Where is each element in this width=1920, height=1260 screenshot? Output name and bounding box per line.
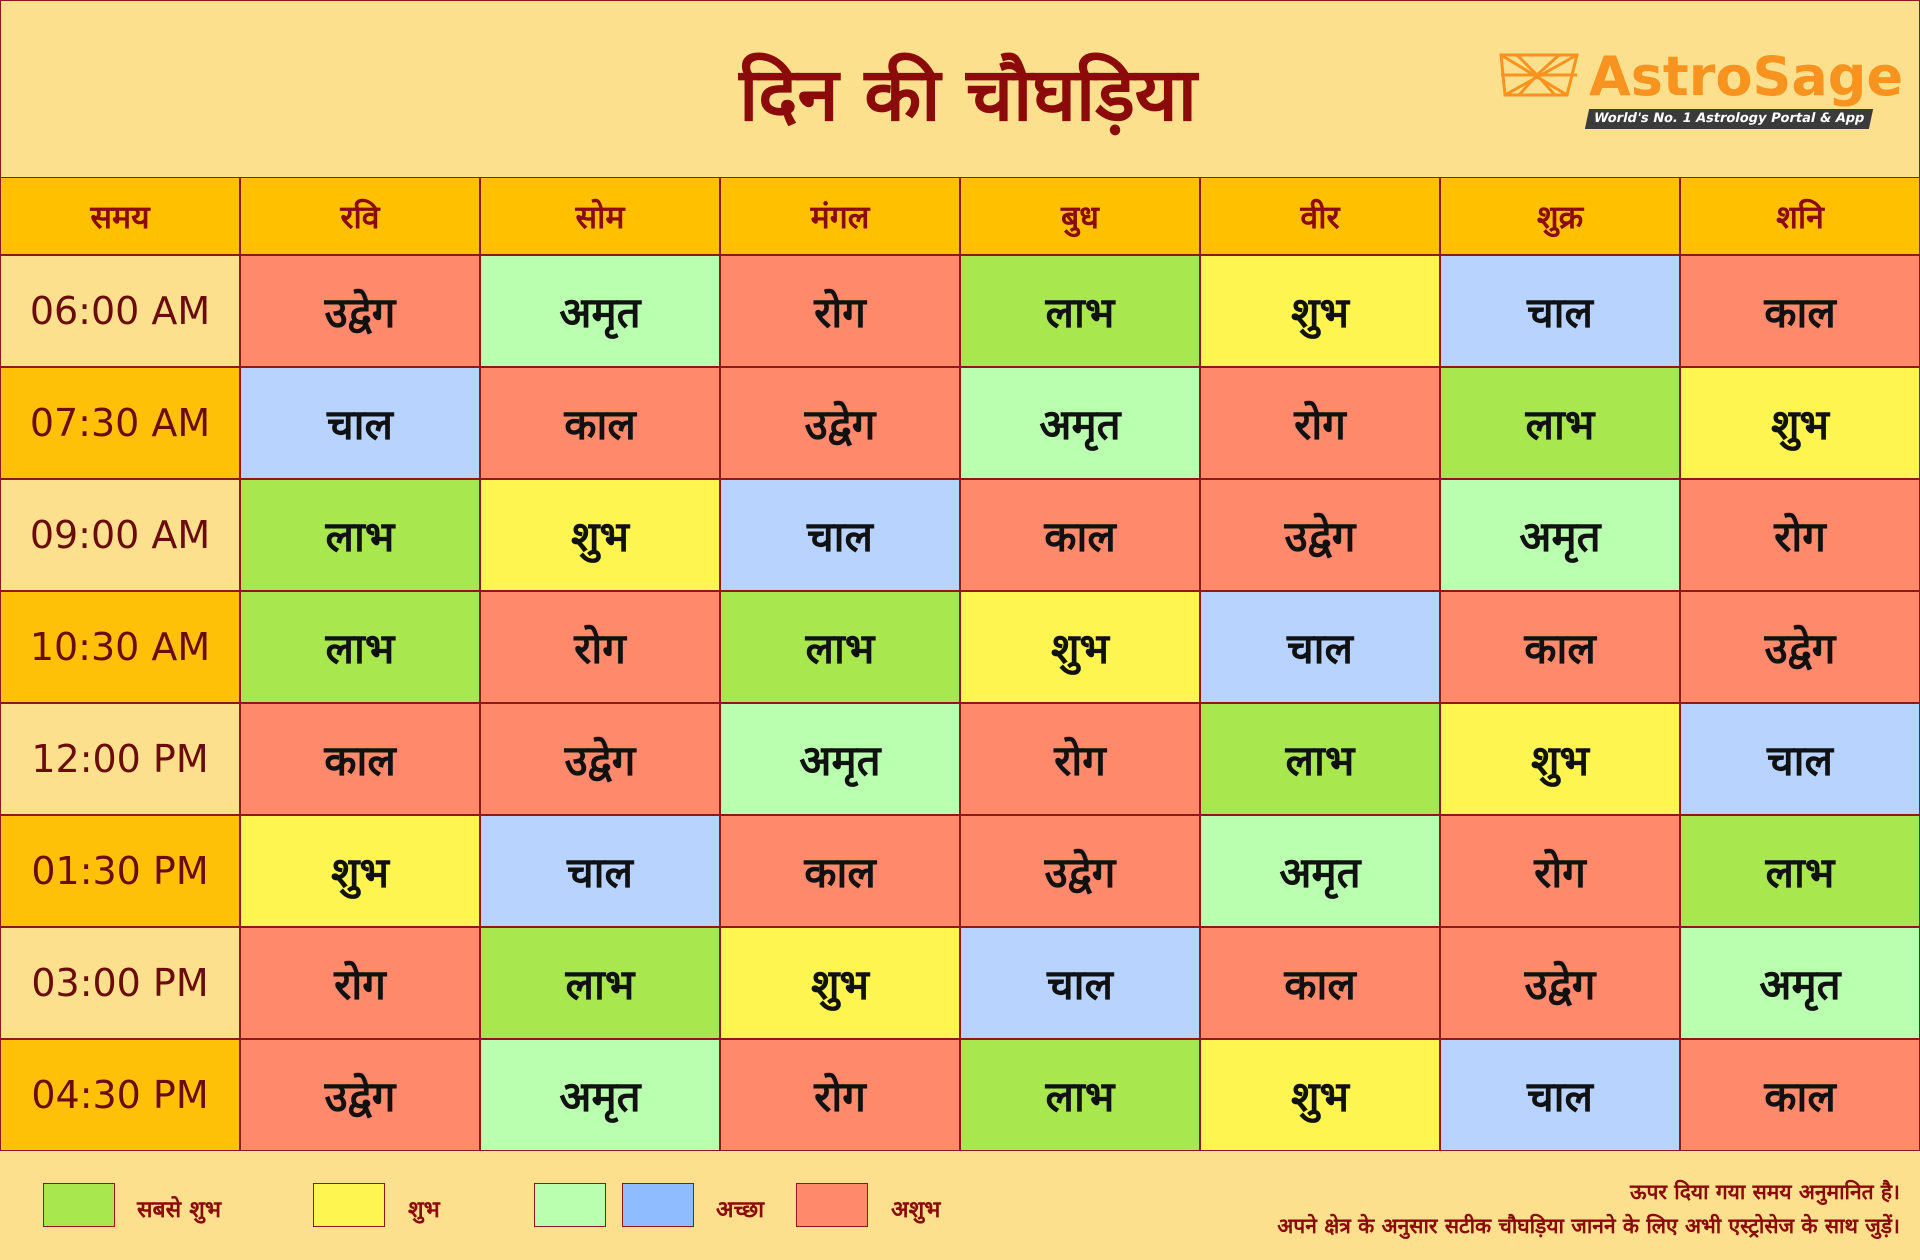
cell: लाभ <box>1440 367 1680 479</box>
cell: अमृत <box>1200 815 1440 927</box>
cell: लाभ <box>240 479 480 591</box>
cell: लाभ <box>480 927 720 1039</box>
legend-label: सबसे शुभ <box>137 1197 222 1223</box>
cell: चाल <box>1680 703 1920 815</box>
logo-icon <box>1499 53 1579 97</box>
legend-swatch <box>43 1183 115 1227</box>
time-cell: 06:00 AM <box>0 255 240 367</box>
cell: काल <box>1680 255 1920 367</box>
brand: AstroSage <box>1589 45 1904 108</box>
legend-label: शुभ <box>408 1197 440 1223</box>
table: समय रवि सोम मंगल बुध वीर शुक्र शनि 06:00 AM उद्वे… <box>0 177 1920 1151</box>
cell: शुभ <box>1200 255 1440 367</box>
cell: काल <box>960 479 1200 591</box>
cell: शुभ <box>240 815 480 927</box>
cell: काल <box>480 367 720 479</box>
legend-swatch <box>534 1183 606 1227</box>
cell: चाल <box>480 815 720 927</box>
cell: शुभ <box>960 591 1200 703</box>
column-header: बुध <box>960 177 1200 255</box>
cell: रोग <box>720 1039 960 1151</box>
column-header: शनि <box>1680 177 1920 255</box>
time-cell: 04:30 PM <box>0 1039 240 1151</box>
cell: शुभ <box>480 479 720 591</box>
cell: उद्वेग <box>240 1039 480 1151</box>
cell: काल <box>240 703 480 815</box>
legend-swatch <box>622 1183 694 1227</box>
cell: लाभ <box>1200 703 1440 815</box>
cell: लाभ <box>720 591 960 703</box>
time-cell: 12:00 PM <box>0 703 240 815</box>
cell: शुभ <box>1680 367 1920 479</box>
column-header: रवि <box>240 177 480 255</box>
column-header: वीर <box>1200 177 1440 255</box>
cell: रोग <box>480 591 720 703</box>
column-header: सोम <box>480 177 720 255</box>
cell: उद्वेग <box>960 815 1200 927</box>
cell: रोग <box>1440 815 1680 927</box>
time-cell: 03:00 PM <box>0 927 240 1039</box>
cell: अमृत <box>480 255 720 367</box>
cell: लाभ <box>960 1039 1200 1151</box>
cell: अमृत <box>480 1039 720 1151</box>
note: ऊपर दिया गया समय अनुमानित है। <box>1629 1180 1900 1204</box>
cell: उद्वेग <box>720 367 960 479</box>
cell: चाल <box>1440 255 1680 367</box>
cell: अमृत <box>1440 479 1680 591</box>
cell: उद्वेग <box>1680 591 1920 703</box>
time-cell: 10:30 AM <box>0 591 240 703</box>
cell: काल <box>720 815 960 927</box>
time-cell: 09:00 AM <box>0 479 240 591</box>
cell: उद्वेग <box>240 255 480 367</box>
cell: अमृत <box>720 703 960 815</box>
cell: रोग <box>960 703 1200 815</box>
column-header: मंगल <box>720 177 960 255</box>
column-header: शुक्र <box>1440 177 1680 255</box>
cell: उद्वेग <box>1200 479 1440 591</box>
cell: रोग <box>1680 479 1920 591</box>
legend-label: अच्छा <box>716 1197 765 1223</box>
legend-swatch <box>313 1183 385 1227</box>
column-header: समय <box>0 177 240 255</box>
cell: चाल <box>720 479 960 591</box>
cell: शुभ <box>1200 1039 1440 1151</box>
cell: उद्वेग <box>1440 927 1680 1039</box>
cell: काल <box>1200 927 1440 1039</box>
cell: अमृत <box>960 367 1200 479</box>
note: अपने क्षेत्र के अनुसार सटीक चौघड़िया जान… <box>1277 1214 1900 1238</box>
time-cell: 01:30 PM <box>0 815 240 927</box>
cell: रोग <box>1200 367 1440 479</box>
time-cell: 07:30 AM <box>0 367 240 479</box>
logo: AstroSage World's No. 1 Astrology Portal… <box>1497 45 1903 135</box>
cell: चाल <box>240 367 480 479</box>
legend-swatch <box>796 1183 868 1227</box>
title: दिन की चौघड़िया <box>739 52 1197 138</box>
cell: लाभ <box>960 255 1200 367</box>
cell: चाल <box>960 927 1200 1039</box>
cell: रोग <box>240 927 480 1039</box>
cell: काल <box>1440 591 1680 703</box>
header: दिन की चौघड़िया AstroSage World's No. 1 … <box>0 0 1920 178</box>
legend-label: अशुभ <box>891 1197 941 1223</box>
cell: लाभ <box>240 591 480 703</box>
cell: अमृत <box>1680 927 1920 1039</box>
cell: चाल <box>1200 591 1440 703</box>
cell: काल <box>1680 1039 1920 1151</box>
cell: चाल <box>1440 1039 1680 1151</box>
cell: शुभ <box>720 927 960 1039</box>
cell: रोग <box>720 255 960 367</box>
cell: शुभ <box>1440 703 1680 815</box>
cell: लाभ <box>1680 815 1920 927</box>
cell: उद्वेग <box>480 703 720 815</box>
tagline: World's No. 1 Astrology Portal & App <box>1584 109 1874 129</box>
